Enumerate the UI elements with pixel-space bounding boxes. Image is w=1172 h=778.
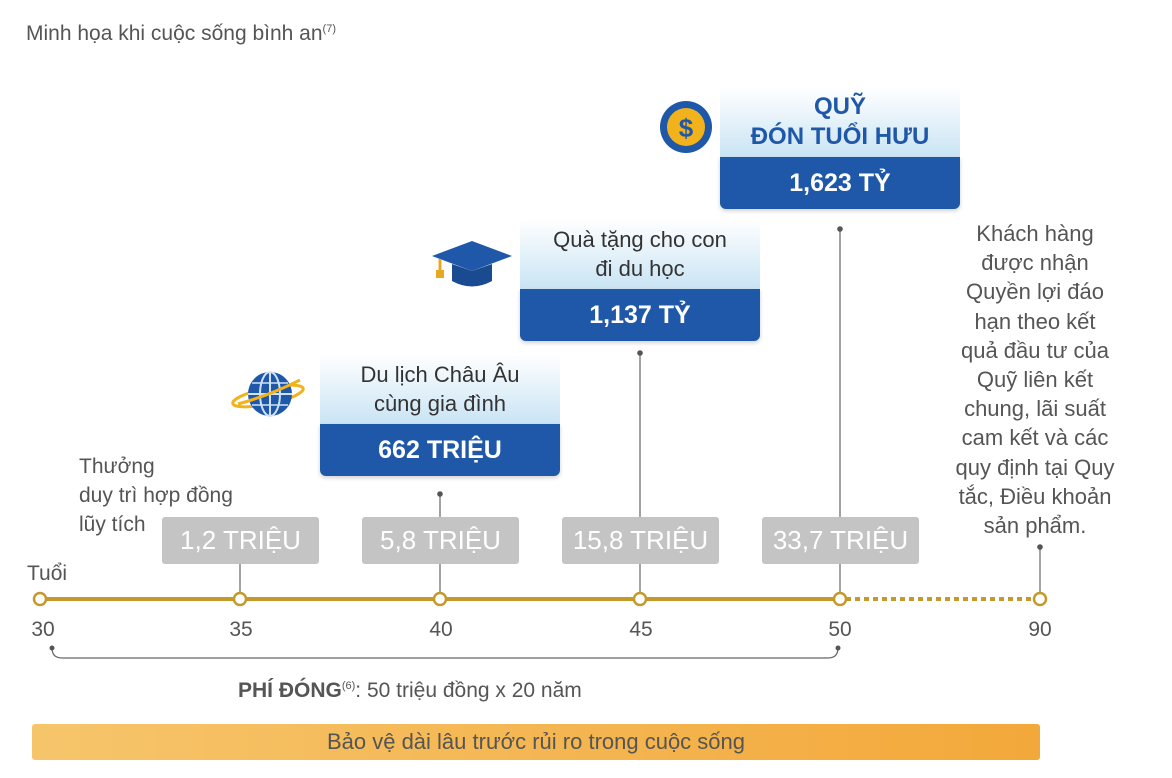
connector-dot-90 [1037, 544, 1043, 550]
age-tick-30: 30 [31, 618, 55, 641]
note-line: quy định tại Quy [955, 454, 1115, 480]
note-line: quả đầu tư của [960, 337, 1110, 363]
milestone-label-line2: đi du học [595, 256, 685, 281]
note-line: tắc, Điều khoản [958, 483, 1112, 509]
note-line: cam kết và các [961, 425, 1109, 451]
note-line: chung, lãi suất [964, 396, 1106, 422]
milestone-label-line1: Du lịch Châu Âu [360, 362, 520, 387]
milestone-value: 662 TRIỆU [320, 424, 560, 476]
connector-dot-50 [837, 226, 843, 232]
age-tick-35: 35 [229, 618, 253, 641]
milestone-label-line1: QUỸ [813, 93, 866, 120]
page-title-text: Minh họa khi cuộc sống bình an [26, 22, 323, 45]
bonus-pill-45: 15,8 TRIỆU [562, 517, 719, 564]
note-line: Quỹ liên kết [976, 367, 1094, 393]
milestone-label-line2: cùng gia đình [373, 391, 507, 416]
timeline-node-90 [1032, 591, 1048, 607]
milestone-card-study-gift: Quà tặng cho con đi du học 1,137 TỶ [520, 219, 760, 341]
protection-banner-text: Bảo vệ dài lâu trước rủi ro trong cuộc s… [326, 729, 746, 754]
bracket-end-right [835, 645, 841, 651]
page-title: Minh họa khi cuộc sống bình an(7) [26, 22, 336, 46]
note-line: Khách hàng [976, 221, 1094, 246]
premium-label: PHÍ ĐÓNG [238, 679, 342, 702]
bonus-pill-35: 1,2 TRIỆU [162, 517, 319, 564]
milestone-value: 1,623 TỶ [720, 157, 960, 209]
premium-text: : 50 triệu đồng x 20 năm [355, 679, 582, 702]
bracket-end-left [49, 645, 55, 651]
timeline-node-45 [632, 591, 648, 607]
connector-dot-45 [637, 350, 643, 356]
axis-label: Tuổi [27, 562, 68, 585]
age-tick-40: 40 [429, 618, 453, 641]
timeline-node-35 [232, 591, 248, 607]
premium-footnote: (6) [341, 680, 356, 692]
globe-icon [231, 371, 305, 417]
title-footnote: (7) [322, 23, 336, 35]
age-tick-50: 50 [828, 618, 852, 641]
age-tick-90: 90 [1028, 618, 1052, 641]
timeline-node-40 [432, 591, 448, 607]
bonus-label: Thưởng duy trì hợp đồng lũy tích [79, 452, 233, 539]
bonus-pill-40: 5,8 TRIỆU [362, 517, 519, 564]
dollar-coin-icon: $ [660, 101, 712, 153]
milestone-card-travel: Du lịch Châu Âu cùng gia đình 662 TRIỆU [320, 354, 560, 476]
timeline-node-50 [832, 591, 848, 607]
bonus-pill-50: 33,7 TRIỆU [762, 517, 919, 564]
connector-dot-40 [437, 491, 443, 497]
bonus-label-line3: lũy tích [79, 513, 146, 536]
bonus-label-line2: duy trì hợp đồng [79, 484, 233, 507]
protection-banner: Bảo vệ dài lâu trước rủi ro trong cuộc s… [32, 724, 1040, 760]
milestone-label: Du lịch Châu Âu cùng gia đình [320, 354, 560, 424]
premium-bracket [51, 647, 839, 659]
milestone-label: QUỸ ĐÓN TUỔI HƯU [720, 87, 960, 157]
note-line: Quyền lợi đáo [966, 279, 1104, 305]
note-line: được nhận [981, 250, 1089, 276]
premium-info: PHÍ ĐÓNG(6): 50 triệu đồng x 20 năm [238, 679, 582, 703]
milestone-label-line1: Quà tặng cho con [553, 227, 727, 252]
milestone-card-retirement-fund: QUỸ ĐÓN TUỔI HƯU 1,623 TỶ [720, 87, 960, 209]
milestone-label: Quà tặng cho con đi du học [520, 219, 760, 289]
maturity-benefit-note: Khách hàng được nhận Quyền lợi đáo hạn t… [935, 219, 1135, 540]
graduation-cap-icon [432, 241, 512, 287]
milestone-label-line2: ĐÓN TUỔI HƯU [750, 123, 930, 150]
timeline-node-30 [32, 591, 48, 607]
note-line: sản phẩm. [983, 513, 1087, 539]
bonus-label-line1: Thưởng [79, 455, 155, 478]
note-line: hạn theo kết [974, 308, 1096, 334]
age-tick-45: 45 [629, 618, 653, 641]
milestone-value: 1,137 TỶ [520, 289, 760, 341]
svg-text:$: $ [679, 113, 694, 143]
